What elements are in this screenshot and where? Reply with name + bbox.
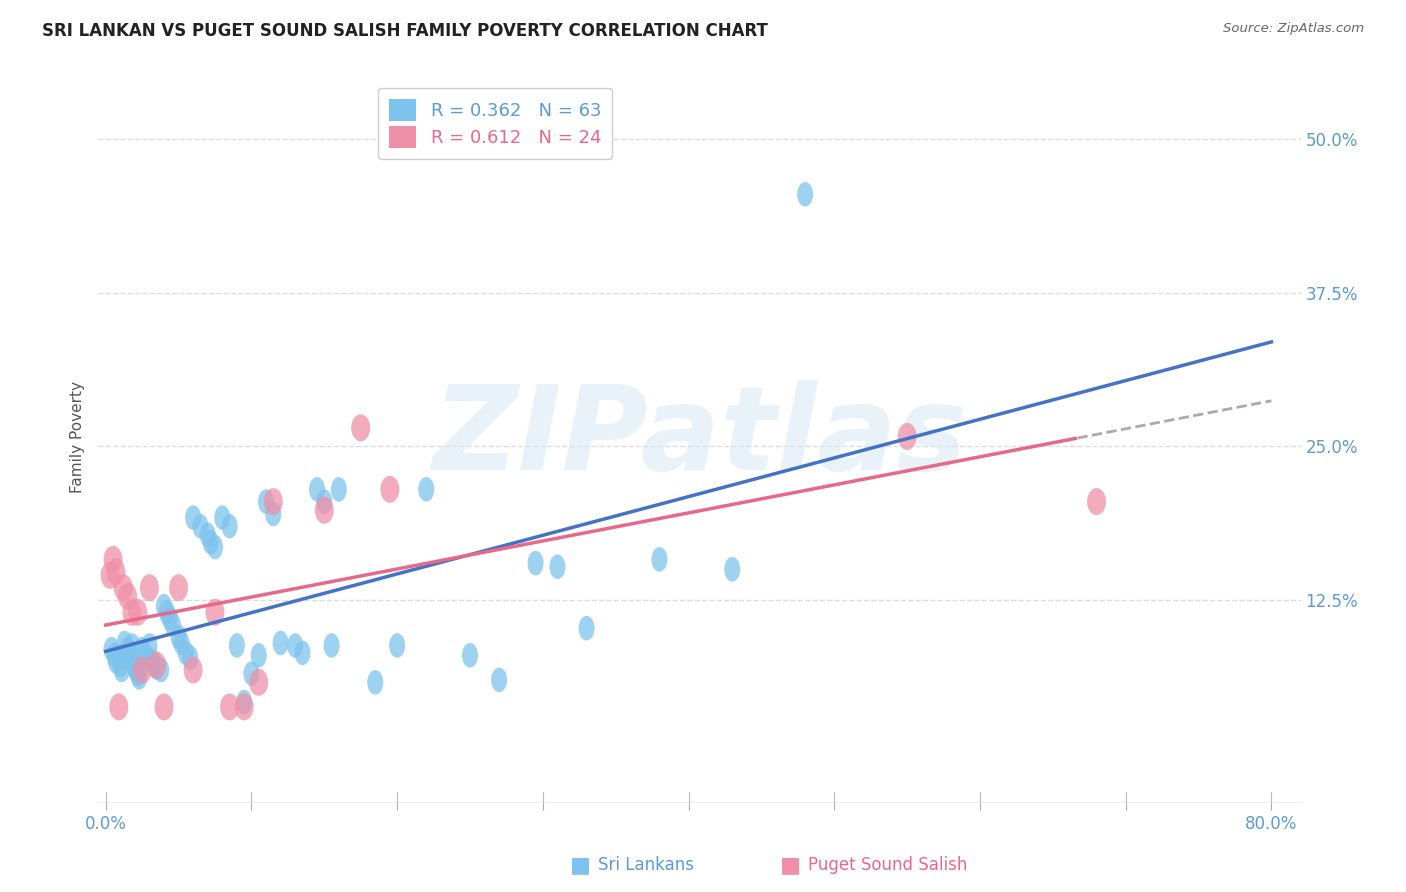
Ellipse shape [249,669,269,696]
Ellipse shape [315,497,333,524]
Ellipse shape [651,547,668,572]
Ellipse shape [108,649,124,673]
Ellipse shape [146,653,162,677]
Ellipse shape [128,657,145,682]
Text: SRI LANKAN VS PUGET SOUND SALISH FAMILY POVERTY CORRELATION CHART: SRI LANKAN VS PUGET SOUND SALISH FAMILY … [42,22,768,40]
Ellipse shape [797,182,813,207]
Y-axis label: Family Poverty: Family Poverty [70,381,86,493]
Ellipse shape [229,633,245,657]
Ellipse shape [257,490,274,514]
Ellipse shape [101,562,120,589]
Text: ■: ■ [780,855,801,875]
Ellipse shape [205,599,225,626]
Ellipse shape [389,633,405,657]
Ellipse shape [120,637,135,662]
Ellipse shape [111,646,127,670]
Ellipse shape [114,657,129,682]
Ellipse shape [222,514,238,539]
Ellipse shape [165,612,181,637]
Ellipse shape [110,693,128,721]
Ellipse shape [527,550,544,575]
Ellipse shape [243,662,260,686]
Ellipse shape [330,477,347,501]
Ellipse shape [177,640,194,665]
Ellipse shape [112,653,128,677]
Ellipse shape [104,546,122,573]
Ellipse shape [183,646,198,670]
Ellipse shape [897,423,917,450]
Ellipse shape [381,475,399,503]
Ellipse shape [266,501,281,526]
Ellipse shape [131,665,148,690]
Text: Puget Sound Salish: Puget Sound Salish [808,856,967,874]
Ellipse shape [264,488,283,516]
Ellipse shape [122,599,142,626]
Ellipse shape [186,505,201,530]
Ellipse shape [134,637,150,662]
Ellipse shape [1087,488,1107,516]
Ellipse shape [132,657,152,683]
Ellipse shape [142,633,157,657]
Ellipse shape [309,477,325,501]
Text: Sri Lankans: Sri Lankans [598,856,693,874]
Ellipse shape [121,646,136,670]
Ellipse shape [316,490,332,514]
Ellipse shape [236,690,252,714]
Ellipse shape [139,646,155,670]
Ellipse shape [128,599,148,626]
Ellipse shape [352,415,370,442]
Ellipse shape [550,555,565,579]
Ellipse shape [169,574,188,601]
Text: Source: ZipAtlas.com: Source: ZipAtlas.com [1223,22,1364,36]
Ellipse shape [207,535,224,559]
Ellipse shape [170,624,187,649]
Ellipse shape [250,643,267,667]
Ellipse shape [193,514,208,539]
Ellipse shape [127,656,143,680]
Ellipse shape [149,656,165,680]
Ellipse shape [202,530,219,555]
Ellipse shape [141,574,159,601]
Ellipse shape [323,633,340,657]
Ellipse shape [107,643,122,667]
Ellipse shape [173,631,190,656]
Ellipse shape [124,633,141,657]
Legend: R = 0.362   N = 63, R = 0.612   N = 24: R = 0.362 N = 63, R = 0.612 N = 24 [378,87,612,159]
Ellipse shape [125,649,142,673]
Ellipse shape [117,631,132,656]
Ellipse shape [294,640,311,665]
Ellipse shape [491,667,508,692]
Ellipse shape [184,657,202,683]
Ellipse shape [221,693,239,721]
Ellipse shape [153,657,169,682]
Ellipse shape [114,574,132,601]
Ellipse shape [724,557,741,582]
Text: ■: ■ [569,855,591,875]
Ellipse shape [367,670,384,695]
Ellipse shape [148,651,166,679]
Ellipse shape [159,600,174,624]
Ellipse shape [155,693,173,721]
Text: ZIPatlas: ZIPatlas [432,380,967,494]
Ellipse shape [273,631,288,656]
Ellipse shape [145,649,160,673]
Ellipse shape [121,640,136,665]
Ellipse shape [214,505,231,530]
Ellipse shape [104,637,120,662]
Ellipse shape [200,523,215,547]
Ellipse shape [129,662,146,686]
Ellipse shape [156,594,172,618]
Ellipse shape [107,558,125,585]
Ellipse shape [162,606,177,631]
Ellipse shape [578,616,595,640]
Ellipse shape [136,643,153,667]
Ellipse shape [463,643,478,667]
Ellipse shape [418,477,434,501]
Ellipse shape [235,693,253,721]
Ellipse shape [287,633,304,657]
Ellipse shape [118,582,136,610]
